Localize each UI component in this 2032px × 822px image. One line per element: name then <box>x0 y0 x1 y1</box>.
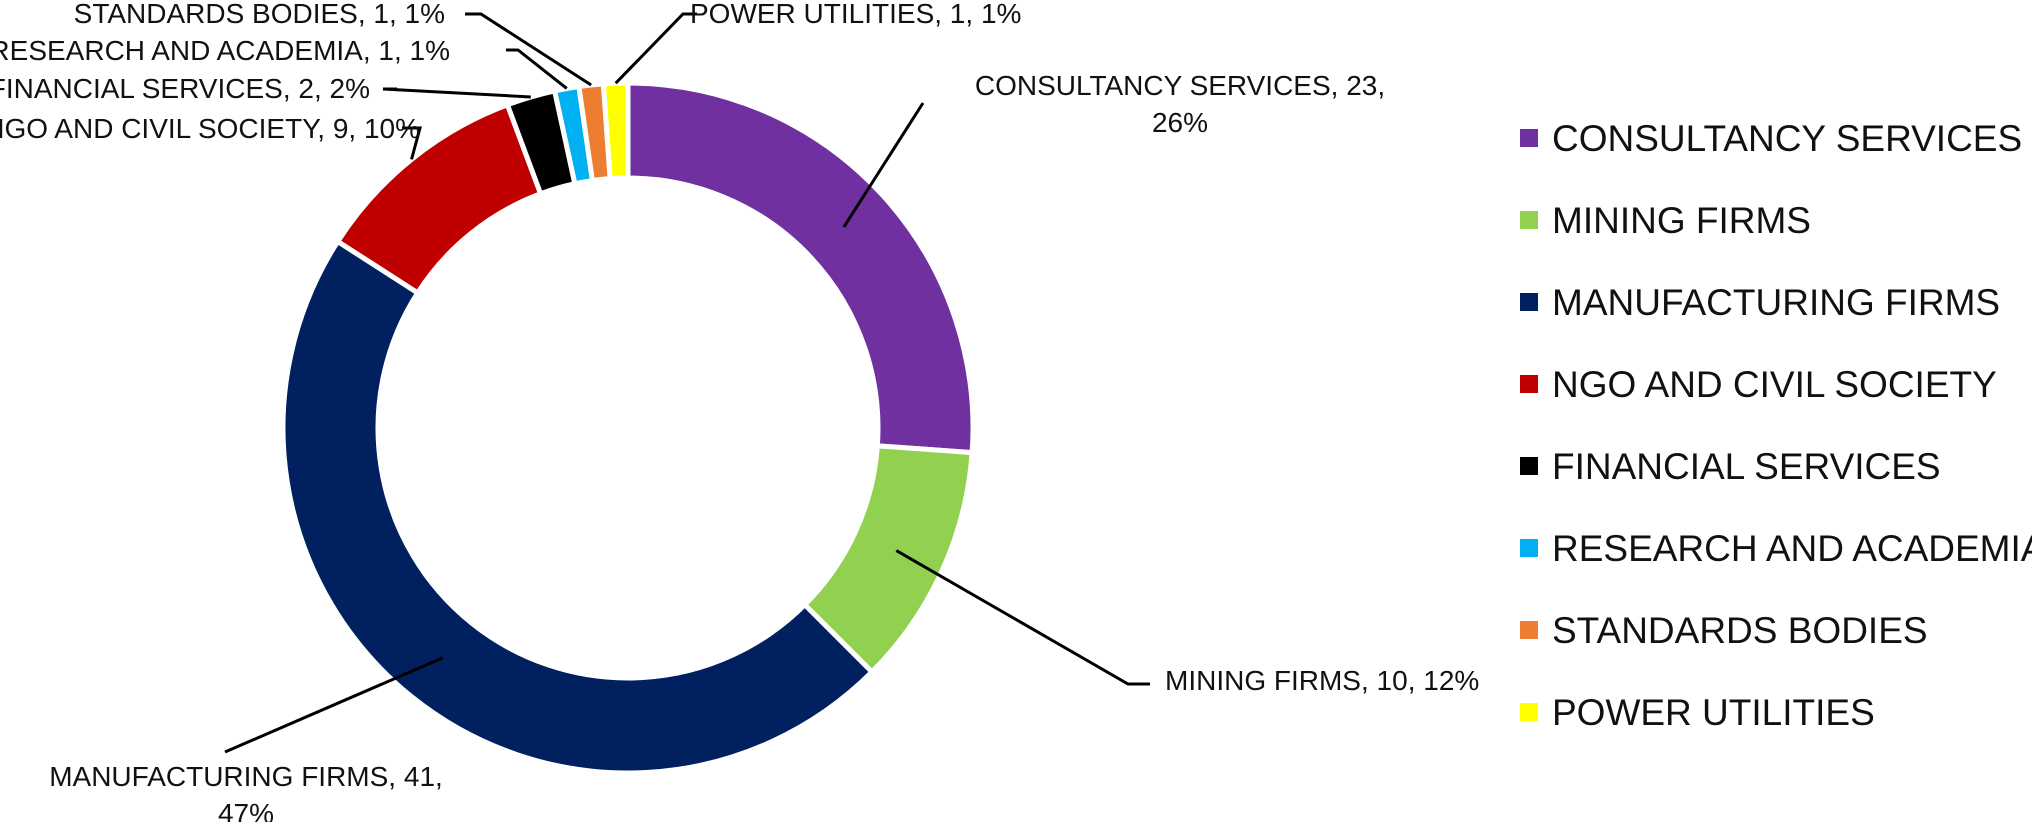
legend: CONSULTANCY SERVICES MINING FIRMS MANUFACT… <box>1520 118 2032 733</box>
legend-swatch <box>1520 457 1538 475</box>
data-label-manufacturing-firms: 47% <box>218 798 274 822</box>
legend-item-power-utilities: POWER UTILITIES <box>1520 692 1875 733</box>
data-label-power-utilities: POWER UTILITIES, 1, 1% <box>690 0 1021 29</box>
legend-swatch <box>1520 621 1538 639</box>
legend-swatch <box>1520 211 1538 229</box>
leader-line-standards-bodies <box>465 12 592 87</box>
legend-label: STANDARDS BODIES <box>1552 610 1928 651</box>
legend-swatch <box>1520 703 1538 721</box>
legend-item-ngo-and-civil-society: NGO AND CIVIL SOCIETY <box>1520 364 1997 405</box>
slice-consultancy-services <box>625 80 976 456</box>
legend-swatch <box>1520 293 1538 311</box>
legend-label: CONSULTANCY SERVICES <box>1552 118 2022 159</box>
legend-swatch <box>1520 375 1538 393</box>
legend-swatch <box>1520 129 1538 147</box>
data-label-standards-bodies: STANDARDS BODIES, 1, 1% <box>74 0 445 29</box>
leader-line-research-and-academia <box>506 48 568 90</box>
data-label-financial-services: FINANCIAL SERVICES, 2, 2% <box>0 73 370 104</box>
data-label-manufacturing-firms: MANUFACTURING FIRMS, 41, <box>49 761 443 792</box>
legend-label: FINANCIAL SERVICES <box>1552 446 1941 487</box>
leader-line-ngo-and-civil-society <box>402 126 422 160</box>
legend-item-manufacturing-firms: MANUFACTURING FIRMS <box>1520 282 2000 323</box>
slice-manufacturing-firms <box>280 238 876 776</box>
slice-power-utilities <box>600 80 631 182</box>
legend-item-mining-firms: MINING FIRMS <box>1520 200 1811 241</box>
legend-item-consultancy-services: CONSULTANCY SERVICES <box>1520 118 2022 159</box>
data-label-mining-firms: MINING FIRMS, 10, 12% <box>1165 665 1479 696</box>
data-label-research-and-academia: RESEARCH AND ACADEMIA, 1, 1% <box>0 35 450 66</box>
legend-label: MINING FIRMS <box>1552 200 1811 241</box>
legend-item-research-and-academia: RESEARCH AND ACADEMIA <box>1520 528 2032 569</box>
leader-line-consultancy-services <box>842 102 925 228</box>
leader-line-power-utilities <box>614 12 697 85</box>
legend-label: RESEARCH AND ACADEMIA <box>1552 528 2032 569</box>
leader-line-financial-services <box>382 87 531 99</box>
legend-label: MANUFACTURING FIRMS <box>1552 282 2000 323</box>
data-label-ngo-and-civil-society: NGO AND CIVIL SOCIETY, 9, 10% <box>0 113 420 144</box>
legend-label: NGO AND CIVIL SOCIETY <box>1552 364 1997 405</box>
legend-item-financial-services: FINANCIAL SERVICES <box>1520 446 1941 487</box>
donut-slices <box>280 80 976 776</box>
data-label-consultancy-services: 26% <box>1152 107 1208 138</box>
data-labels: CONSULTANCY SERVICES, 23, 26% MINING FIRMS… <box>0 0 1479 822</box>
leader-lines <box>224 12 1150 754</box>
leader-line-manufacturing-firms <box>224 656 444 754</box>
legend-swatch <box>1520 539 1538 557</box>
leader-line-mining-firms <box>895 549 1150 686</box>
legend-label: POWER UTILITIES <box>1552 692 1875 733</box>
legend-item-standards-bodies: STANDARDS BODIES <box>1520 610 1928 651</box>
data-label-consultancy-services: CONSULTANCY SERVICES, 23, <box>975 70 1385 101</box>
